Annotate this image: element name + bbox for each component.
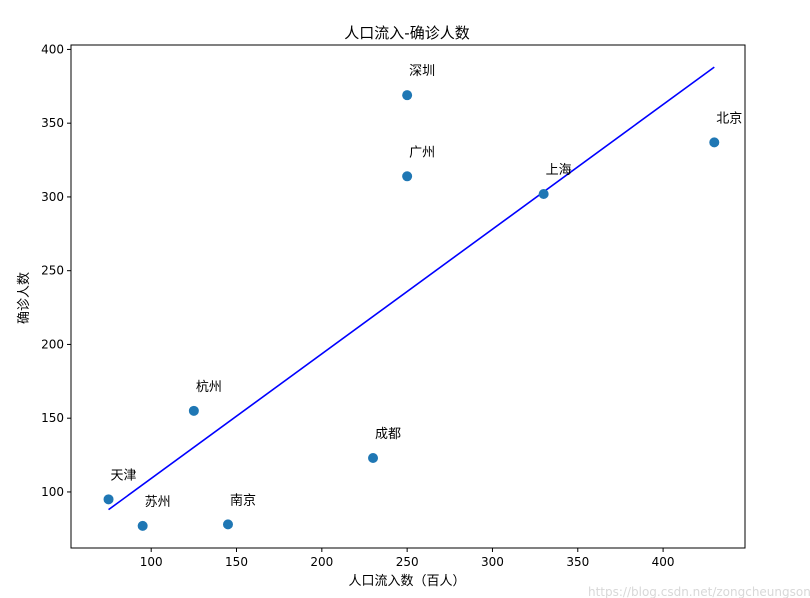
data-point-label: 天津	[111, 468, 137, 483]
data-point-label: 广州	[409, 145, 435, 160]
data-point	[137, 520, 148, 531]
y-axis-title: 确诊人数	[17, 272, 32, 324]
x-tick-label: 350	[566, 555, 589, 569]
x-tick-label: 300	[481, 555, 504, 569]
data-point	[103, 494, 114, 505]
x-tick-label: 400	[652, 555, 675, 569]
x-tick-label: 200	[310, 555, 333, 569]
data-point	[222, 519, 233, 530]
y-tick-label: 150	[41, 411, 64, 425]
data-point	[402, 171, 413, 182]
data-point-label: 成都	[375, 427, 401, 442]
data-point	[188, 405, 199, 416]
data-point-label: 杭州	[196, 380, 222, 395]
x-axis-title: 人口流入数（百人）	[348, 574, 465, 589]
data-point	[402, 90, 413, 101]
data-point	[538, 188, 549, 199]
data-point	[709, 137, 720, 148]
plot-area: 100 150 200 250 300 350 400 100 150 200 250 300 350 4…	[41, 42, 746, 569]
x-tick-label: 250	[396, 555, 419, 569]
y-tick-label: 400	[41, 42, 64, 56]
data-point-label: 上海	[546, 163, 572, 178]
watermark-text: https://blog.csdn.net/zongcheungsong	[588, 585, 810, 598]
data-point-label: 南京	[230, 492, 256, 508]
y-tick-label: 250	[41, 264, 64, 278]
data-point-label: 苏州	[145, 494, 171, 510]
y-tick-label: 100	[41, 485, 64, 499]
data-point-label: 北京	[716, 111, 742, 126]
axes-frame	[70, 44, 746, 549]
chart-title: 人口流入-确诊人数	[344, 24, 469, 42]
data-point-label: 深圳	[409, 64, 435, 79]
y-tick-label: 300	[41, 190, 64, 204]
x-tick-label: 100	[140, 555, 163, 569]
y-tick-label: 200	[41, 337, 64, 351]
x-tick-label: 150	[225, 555, 248, 569]
regression-line	[108, 66, 715, 511]
data-point	[368, 453, 379, 464]
y-tick-label: 350	[41, 116, 64, 130]
